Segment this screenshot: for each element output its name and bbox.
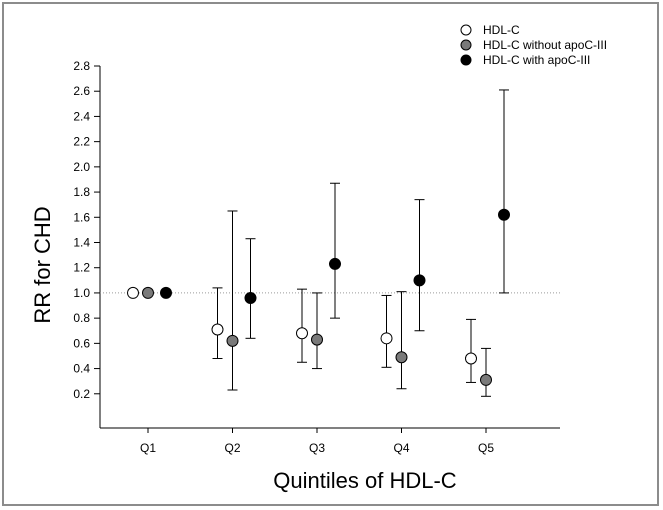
y-axis-title: RR for CHD [30,206,55,323]
x-ticks: Q1 Q2 Q3 Q4 Q5 [140,428,494,455]
legend-marker [460,54,472,66]
legend-marker [460,39,472,51]
data-point [311,333,323,346]
y-tick-label: 2.2 [73,135,90,149]
y-tick-label: 2.0 [73,160,90,174]
data-point [244,291,257,304]
y-tick-label: 0.8 [73,311,90,325]
x-tick-label: Q1 [140,441,156,455]
legend-marker [460,24,472,36]
chart-frame [2,2,659,506]
data-point [142,286,154,299]
data-point [127,286,139,299]
data-point [296,327,308,340]
legend-label: HDL-C with apoC-III [483,53,590,67]
data-points [127,208,510,386]
x-tick-label: Q2 [224,441,240,455]
data-point [413,274,426,287]
y-tick-label: 0.2 [73,387,90,401]
data-point [329,257,341,270]
legend-label: HDL-C without apoC-III [483,38,607,52]
data-point [480,373,492,386]
x-tick-label: Q3 [309,441,325,455]
data-point [226,334,239,347]
y-tick-label: 2.8 [73,59,90,73]
data-point [498,208,510,221]
y-tick-label: 1.0 [73,286,90,300]
y-tick-label: 1.8 [73,185,90,199]
legend-label: HDL-C [483,23,520,37]
data-point [211,323,224,336]
y-tick-label: 1.2 [73,261,90,275]
y-tick-label: 0.6 [73,336,90,350]
x-axis-title: Quintiles of HDL-C [273,468,457,493]
data-point [380,332,393,345]
data-point [395,351,408,364]
y-tick-label: 1.4 [73,236,90,250]
y-tick-label: 2.4 [73,109,90,123]
data-point [465,352,477,365]
y-tick-label: 0.4 [73,362,90,376]
y-tick-label: 2.6 [73,84,90,98]
error-bars [212,89,509,397]
y-ticks: 0.2 0.4 0.6 0.8 1.0 1.2 1.4 1.6 1.8 2.0 2.2 2.4 2.6 2… [73,59,100,401]
y-tick-label: 1.6 [73,210,90,224]
x-tick-label: Q5 [478,441,494,455]
x-tick-label: Q4 [393,441,409,455]
data-point [160,286,172,299]
